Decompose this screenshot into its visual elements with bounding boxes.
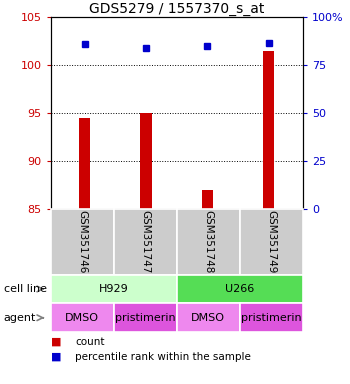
Bar: [177, 209, 240, 275]
Text: ■: ■: [51, 337, 61, 347]
Bar: [114, 303, 177, 332]
Text: pristimerin: pristimerin: [241, 313, 302, 323]
Bar: [177, 275, 303, 303]
Bar: [240, 209, 303, 275]
Bar: [51, 275, 177, 303]
Bar: [240, 303, 303, 332]
Bar: [51, 209, 114, 275]
Text: agent: agent: [4, 313, 36, 323]
Text: GSM351748: GSM351748: [203, 210, 213, 274]
Text: DMSO: DMSO: [65, 313, 99, 323]
Bar: [79, 118, 90, 209]
Bar: [51, 303, 114, 332]
Text: pristimerin: pristimerin: [115, 313, 176, 323]
Title: GDS5279 / 1557370_s_at: GDS5279 / 1557370_s_at: [89, 2, 265, 16]
Text: GSM351749: GSM351749: [266, 210, 276, 274]
Bar: [264, 51, 274, 209]
Bar: [177, 303, 240, 332]
Text: percentile rank within the sample: percentile rank within the sample: [75, 352, 251, 362]
Bar: [202, 190, 213, 209]
Text: GSM351746: GSM351746: [77, 210, 87, 274]
Text: DMSO: DMSO: [191, 313, 225, 323]
Text: H929: H929: [99, 284, 129, 294]
Text: U266: U266: [225, 284, 254, 294]
Text: cell line: cell line: [4, 284, 47, 294]
Text: ■: ■: [51, 352, 61, 362]
Text: GSM351747: GSM351747: [140, 210, 150, 274]
Text: count: count: [75, 337, 105, 347]
Bar: [140, 113, 152, 209]
Bar: [114, 209, 177, 275]
